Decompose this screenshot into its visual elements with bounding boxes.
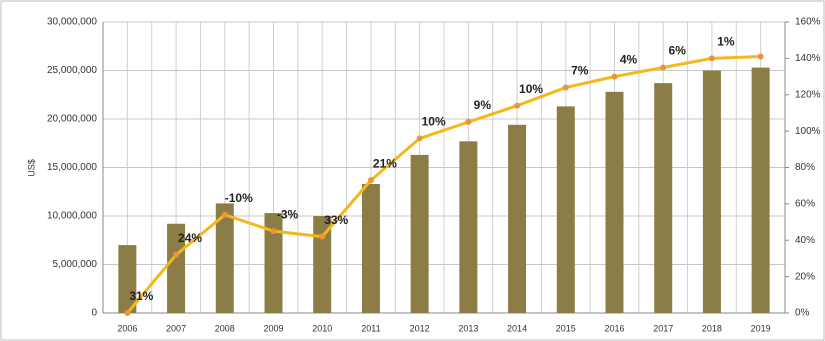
y-tick-label: 30,000,000 [47, 17, 97, 28]
growth-annotation: 6% [669, 44, 687, 58]
growth-annotation: 24% [178, 231, 202, 245]
y-tick-label: 5,000,000 [53, 259, 98, 270]
line-marker [319, 233, 326, 240]
bar [167, 223, 186, 313]
y2-tick-label: 40% [795, 235, 815, 246]
y-tick-label: 25,000,000 [47, 65, 97, 76]
y2-tick-label: 100% [795, 126, 821, 137]
line-marker [660, 64, 667, 71]
bar [410, 154, 429, 313]
line-marker [416, 135, 423, 142]
y-axis-title: US$ [26, 159, 36, 177]
line-marker [562, 84, 569, 91]
x-tick-label: 2008 [215, 323, 235, 333]
bar [751, 67, 770, 313]
line-marker [465, 119, 472, 126]
line-marker [270, 228, 277, 235]
y2-tick-label: 0% [795, 308, 810, 319]
line-marker [221, 211, 228, 218]
y2-tick-label: 80% [795, 162, 815, 173]
x-tick-label: 2015 [556, 323, 576, 333]
bar [702, 70, 721, 313]
bar [605, 91, 624, 313]
bar [508, 124, 527, 313]
y2-tick-label: 160% [795, 17, 821, 28]
bar [313, 216, 332, 313]
line-marker [173, 251, 180, 258]
x-tick-label: 2010 [312, 323, 332, 333]
bar [654, 83, 673, 313]
x-tick-label: 2007 [166, 323, 186, 333]
bar [361, 183, 380, 313]
line-marker [611, 73, 618, 80]
y2-tick-label: 60% [795, 199, 815, 210]
bar [556, 106, 575, 313]
growth-annotation: 4% [620, 53, 638, 67]
x-tick-label: 2018 [702, 323, 722, 333]
growth-annotation: -10% [225, 191, 253, 205]
y-tick-label: 10,000,000 [47, 211, 97, 222]
bar [264, 213, 283, 313]
line [126, 55, 761, 314]
y-tick-label: 0 [91, 308, 97, 319]
growth-annotation: 33% [324, 213, 348, 227]
x-tick-label: 2016 [604, 323, 624, 333]
growth-annotation: 9% [474, 98, 492, 112]
bar [459, 141, 478, 313]
growth-annotation: 10% [519, 82, 543, 96]
x-tick-label: 2011 [361, 323, 380, 333]
x-tick-label: 2017 [653, 323, 673, 333]
x-tick-label: 2013 [458, 323, 478, 333]
line-marker [757, 53, 764, 60]
x-tick-label: 2012 [410, 323, 430, 333]
line-marker [514, 102, 521, 109]
bar [118, 245, 137, 313]
y-tick-label: 15,000,000 [47, 162, 97, 173]
x-tick-label: 2019 [751, 323, 771, 333]
growth-annotation: 31% [129, 289, 153, 303]
growth-annotation: 7% [571, 64, 589, 78]
growth-annotation: -3% [277, 207, 299, 221]
line-marker [124, 310, 131, 316]
line-marker [367, 177, 374, 184]
y2-tick-label: 140% [795, 53, 821, 64]
y2-tick-label: 20% [795, 271, 815, 282]
line-marker [708, 55, 715, 62]
y-tick-label: 20,000,000 [47, 114, 97, 125]
bar [215, 203, 234, 313]
x-tick-label: 2009 [263, 323, 283, 333]
x-tick-label: 2006 [117, 323, 137, 333]
growth-annotation: 21% [373, 156, 397, 170]
x-tick-label: 2014 [507, 323, 527, 333]
y2-tick-label: 120% [795, 89, 821, 100]
growth-annotation: 10% [422, 115, 446, 129]
growth-annotation: 1% [717, 35, 735, 49]
